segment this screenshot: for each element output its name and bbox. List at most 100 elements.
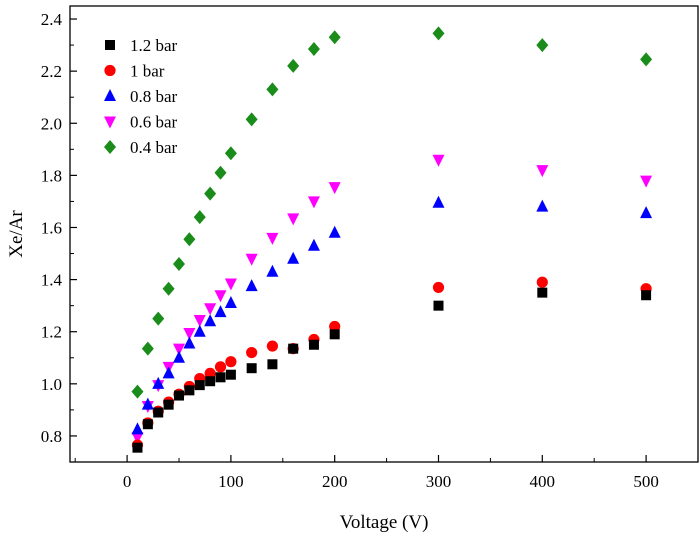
legend-item: 1 bar xyxy=(104,62,165,81)
legend-marker xyxy=(104,140,116,154)
data-point xyxy=(288,343,299,354)
data-point xyxy=(225,356,237,368)
data-point xyxy=(245,253,258,266)
data-point xyxy=(184,385,195,396)
legend-label: 0.8 bar xyxy=(130,87,178,106)
data-point xyxy=(433,300,444,311)
legend-marker xyxy=(104,116,116,129)
data-point xyxy=(172,256,185,271)
x-tick-label: 0 xyxy=(123,472,132,491)
data-point xyxy=(307,196,320,209)
series-0-4-bar xyxy=(131,26,653,399)
data-point xyxy=(225,369,236,380)
legend-label: 1.2 bar xyxy=(130,36,178,55)
data-point xyxy=(204,303,217,316)
legend-label: 0.6 bar xyxy=(130,113,178,132)
data-point xyxy=(163,399,174,410)
data-point xyxy=(536,165,549,178)
data-point xyxy=(246,363,257,374)
data-point xyxy=(204,314,217,327)
data-point xyxy=(194,380,205,391)
x-tick-label: 500 xyxy=(633,472,659,491)
y-axis-ticks: 0.8 1.0 1.2 1.4 1.6 1.8 2.0 2.2 2.4 xyxy=(41,10,77,463)
data-point xyxy=(173,390,184,401)
data-point xyxy=(432,154,445,167)
data-point xyxy=(214,361,227,373)
data-markers xyxy=(131,26,653,453)
plot-frame xyxy=(69,5,699,463)
data-point xyxy=(640,175,653,188)
legend-item: 0.6 bar xyxy=(104,113,178,132)
data-point xyxy=(536,276,548,288)
data-point xyxy=(328,225,341,238)
data-point xyxy=(162,366,175,379)
data-point xyxy=(183,328,196,341)
data-point xyxy=(172,350,185,363)
x-tick-label: 400 xyxy=(530,472,556,491)
data-point xyxy=(132,442,143,453)
data-point xyxy=(183,336,196,349)
legend-marker xyxy=(104,89,116,101)
data-point xyxy=(193,210,206,225)
y-axis-label: Xe/Ar xyxy=(6,210,27,258)
data-point xyxy=(214,305,227,318)
y-tick-label: 1.6 xyxy=(41,218,62,237)
legend: 1.2 bar 1 bar 0.8 bar 0.6 bar 0.4 bar xyxy=(104,36,178,157)
data-point xyxy=(152,376,165,389)
data-point xyxy=(204,367,216,380)
legend-item: 0.4 bar xyxy=(104,138,178,157)
data-point xyxy=(245,112,258,127)
data-point xyxy=(328,182,341,195)
x-axis-ticks: 0 100 200 300 400 500 xyxy=(74,455,699,491)
data-point xyxy=(152,311,165,326)
data-point xyxy=(287,251,300,264)
series-1-bar xyxy=(131,276,652,451)
data-point xyxy=(142,419,153,430)
data-point xyxy=(172,343,185,356)
data-point xyxy=(308,339,319,350)
data-point xyxy=(224,146,237,161)
x-tick-label: 300 xyxy=(426,472,452,491)
y-tick-label: 1.2 xyxy=(41,323,62,342)
data-point xyxy=(329,329,340,340)
data-point xyxy=(640,206,653,219)
data-point xyxy=(266,264,279,277)
data-point xyxy=(287,213,300,226)
legend-marker xyxy=(104,64,116,77)
data-point xyxy=(329,320,341,333)
x-tick-label: 100 xyxy=(218,472,244,491)
plot-area xyxy=(69,5,699,463)
data-point xyxy=(193,314,206,327)
data-point xyxy=(432,195,445,208)
y-tick-label: 2.4 xyxy=(41,10,63,29)
data-point xyxy=(205,376,216,387)
data-point xyxy=(204,186,217,201)
data-point xyxy=(432,26,445,41)
data-point xyxy=(214,290,227,303)
data-point xyxy=(224,296,237,309)
data-point xyxy=(183,232,196,247)
data-point xyxy=(266,82,279,97)
data-point xyxy=(307,41,320,56)
data-point xyxy=(640,52,653,67)
data-point xyxy=(141,341,154,356)
legend-marker xyxy=(105,40,115,50)
data-point xyxy=(307,238,320,251)
data-point xyxy=(224,278,237,291)
y-tick-label: 0.8 xyxy=(41,427,62,446)
data-point xyxy=(162,281,175,296)
data-point xyxy=(536,38,549,53)
data-point xyxy=(131,432,144,445)
data-point xyxy=(267,359,278,370)
data-point xyxy=(153,407,164,418)
legend-item: 1.2 bar xyxy=(105,36,178,55)
data-point xyxy=(266,340,279,352)
x-axis-label: Voltage (V) xyxy=(340,512,429,533)
x-tick-label: 200 xyxy=(322,472,348,491)
data-point xyxy=(141,397,154,410)
y-tick-label: 1.4 xyxy=(41,271,63,290)
y-tick-label: 2.2 xyxy=(41,62,62,81)
data-point xyxy=(214,165,227,180)
data-point xyxy=(287,58,300,73)
